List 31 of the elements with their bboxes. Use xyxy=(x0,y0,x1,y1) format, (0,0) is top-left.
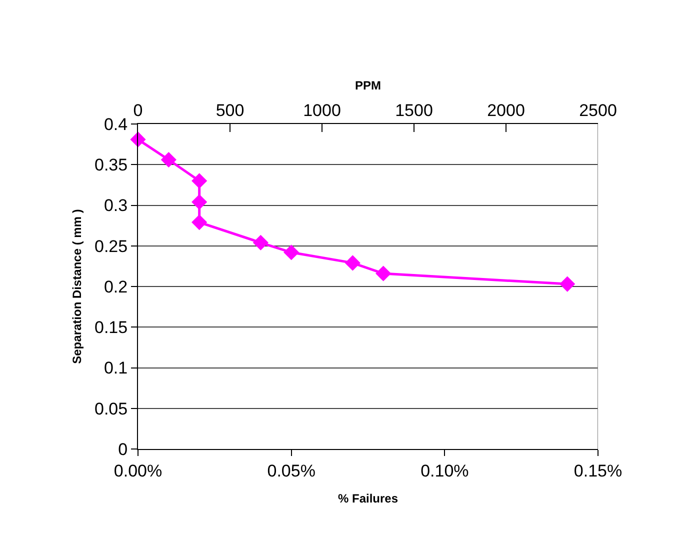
point xyxy=(284,244,300,260)
point xyxy=(252,234,268,250)
x2-tick-label: 2500 xyxy=(579,101,617,120)
x-tick-label: 0.10% xyxy=(420,461,469,480)
point xyxy=(192,173,208,189)
point xyxy=(192,214,208,230)
x2-tick-label: 1500 xyxy=(395,101,433,120)
x-tick-label: 0.15% xyxy=(574,461,622,480)
y-tick-label: 0.4 xyxy=(104,114,128,134)
x2-tick-label: 500 xyxy=(216,101,244,120)
y-axis-title: Separation Distance ( mm ) xyxy=(70,209,84,364)
x-axis-title: % Failures xyxy=(338,491,398,506)
y-tick-label: 0.25 xyxy=(94,236,128,256)
x-tick-label: 0.05% xyxy=(267,461,316,480)
point xyxy=(160,152,176,168)
point xyxy=(560,276,576,292)
x2-tick-label: 2000 xyxy=(487,101,525,120)
y-tick-label: 0.35 xyxy=(94,156,128,175)
x2-tick-label: 1000 xyxy=(303,101,341,120)
point xyxy=(344,255,360,271)
x2-axis-title: PPM xyxy=(354,78,382,92)
x2-tick-label: 0 xyxy=(133,101,143,120)
point xyxy=(376,266,392,282)
y-tick-label: 0.1 xyxy=(104,358,128,378)
point xyxy=(192,194,208,210)
y-tick-label: 0.15 xyxy=(94,318,128,338)
y-tick-label: 0.3 xyxy=(104,196,128,216)
y-tick-label: 0.2 xyxy=(104,277,128,296)
y-tick-label: 0.05 xyxy=(94,399,128,418)
x-tick-label: 0.00% xyxy=(114,461,162,480)
y-tick-label: 0 xyxy=(118,440,128,459)
